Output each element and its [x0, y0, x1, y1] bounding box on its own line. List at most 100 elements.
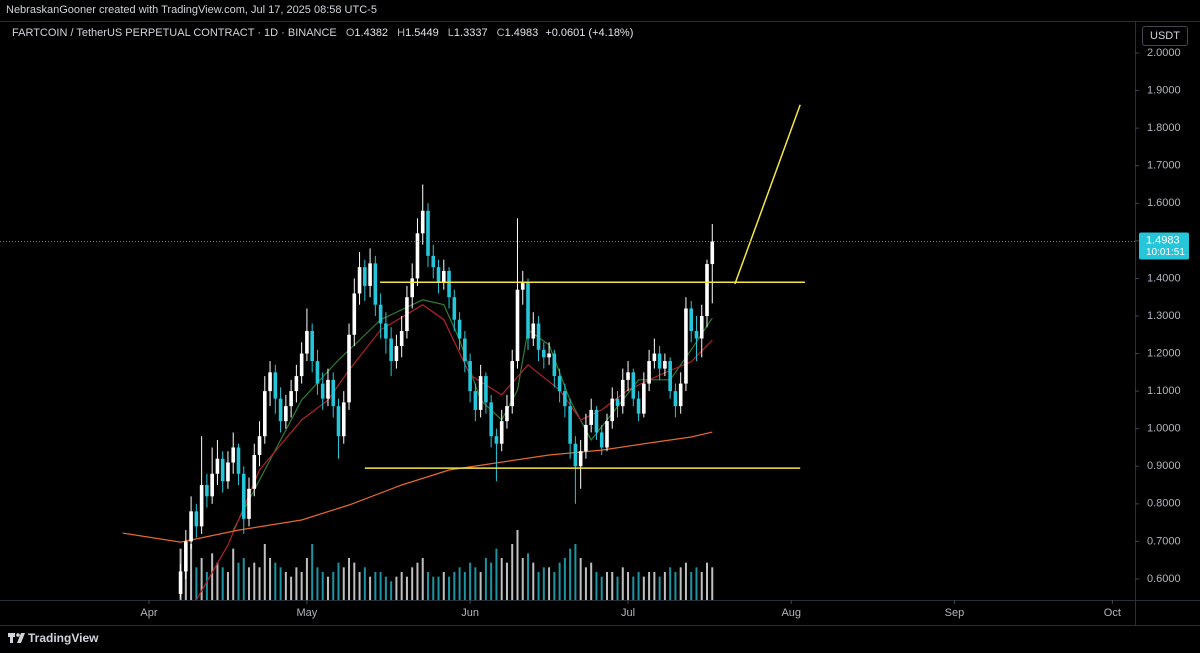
candle-body [531, 323, 536, 339]
volume-bar [527, 553, 530, 600]
candle-body [189, 511, 193, 542]
candle-body [510, 361, 515, 407]
candle-body [315, 361, 320, 384]
candle-body [226, 462, 230, 482]
currency-button[interactable]: USDT [1142, 26, 1188, 46]
candle-body [594, 409, 599, 433]
volume-bar [453, 572, 456, 600]
volume-bar [542, 567, 545, 600]
candle-body [289, 391, 293, 407]
candle-body [341, 402, 346, 437]
volume-bar [348, 558, 351, 600]
volume-bar [248, 567, 251, 600]
candle-body [557, 376, 562, 392]
volume-bar [637, 572, 640, 600]
candle-body [542, 349, 546, 358]
candle-body [220, 458, 225, 482]
volume-bar [632, 576, 635, 600]
volume-bar [458, 567, 461, 600]
volume-bar [521, 558, 524, 600]
candle-body [494, 436, 499, 444]
volume-bar [669, 567, 672, 600]
candle-body [262, 391, 267, 437]
volume-bar [258, 567, 261, 600]
x-tick-label: May [297, 607, 318, 619]
volume-bar [305, 558, 308, 600]
candle-body [236, 447, 241, 474]
volume-bar [321, 572, 324, 600]
candle-body [373, 263, 378, 305]
candle-body [331, 379, 336, 407]
volume-bar [263, 544, 266, 600]
volume-bar [500, 558, 503, 600]
candle-body [668, 361, 672, 392]
candle-body [336, 406, 341, 437]
volume-bar [253, 562, 256, 600]
volume-bar [495, 548, 498, 600]
candle-body [578, 451, 583, 467]
volume-bar [211, 553, 214, 600]
candle-body [420, 210, 425, 234]
brand-name: TradingView [28, 631, 99, 645]
candle-body [363, 267, 367, 286]
candle-body [705, 264, 709, 316]
candle-body [457, 319, 462, 339]
candle-body [389, 338, 393, 362]
candle-body [536, 323, 541, 350]
candle-body [599, 432, 604, 448]
volume-bar [532, 562, 535, 600]
volume-bar [400, 572, 403, 600]
volume-bar [390, 581, 393, 600]
volume-bar [490, 562, 493, 600]
candle-body [605, 421, 609, 448]
volume-bar [232, 548, 235, 600]
candle-body [415, 233, 420, 279]
volume-bar [226, 572, 229, 600]
ohlc-value: 1.4983 [504, 27, 539, 39]
volume-bar [674, 572, 677, 600]
candle-body [652, 353, 657, 362]
candle-body [268, 372, 272, 392]
candle-body [378, 304, 383, 324]
candle-body [347, 334, 351, 403]
y-tick-label: 0.8000 [1147, 498, 1181, 510]
volume-bar [426, 572, 429, 600]
volume-bar [290, 576, 293, 600]
volume-bar [395, 576, 398, 600]
volume-bar [684, 562, 687, 600]
volume-bar [706, 562, 709, 600]
x-tick-label: Jun [461, 607, 479, 619]
candle-body [642, 383, 646, 414]
volume-bar [484, 558, 487, 600]
candle-body [710, 241, 715, 265]
volume-bar [642, 576, 645, 600]
y-tick-label: 1.3000 [1147, 310, 1181, 322]
candle-body [241, 473, 246, 519]
volume-bar [590, 562, 593, 600]
volume-bar [695, 567, 698, 600]
volume-bar [337, 562, 340, 600]
candle-body [184, 541, 188, 572]
candle-body [463, 338, 467, 362]
volume-bar [237, 562, 240, 600]
ohlc-value: 1.3337 [453, 27, 488, 39]
y-tick-label: 1.2000 [1147, 347, 1181, 359]
candle-body [631, 372, 636, 399]
volume-bar [221, 567, 224, 600]
candle-body [526, 282, 530, 339]
candle-body [210, 473, 214, 497]
chart-background [0, 21, 1200, 625]
y-tick-label: 0.9000 [1147, 460, 1181, 472]
y-tick-label: 1.0000 [1147, 423, 1181, 435]
candle-body [478, 376, 483, 410]
brand-logo [8, 633, 25, 643]
candle-body [584, 424, 588, 452]
volume-bar [437, 576, 440, 600]
moving-average [122, 431, 713, 543]
volume-bar [621, 567, 624, 600]
ohlc-label: O [345, 27, 355, 39]
candle-body [699, 315, 704, 339]
volume-bar [316, 567, 319, 600]
